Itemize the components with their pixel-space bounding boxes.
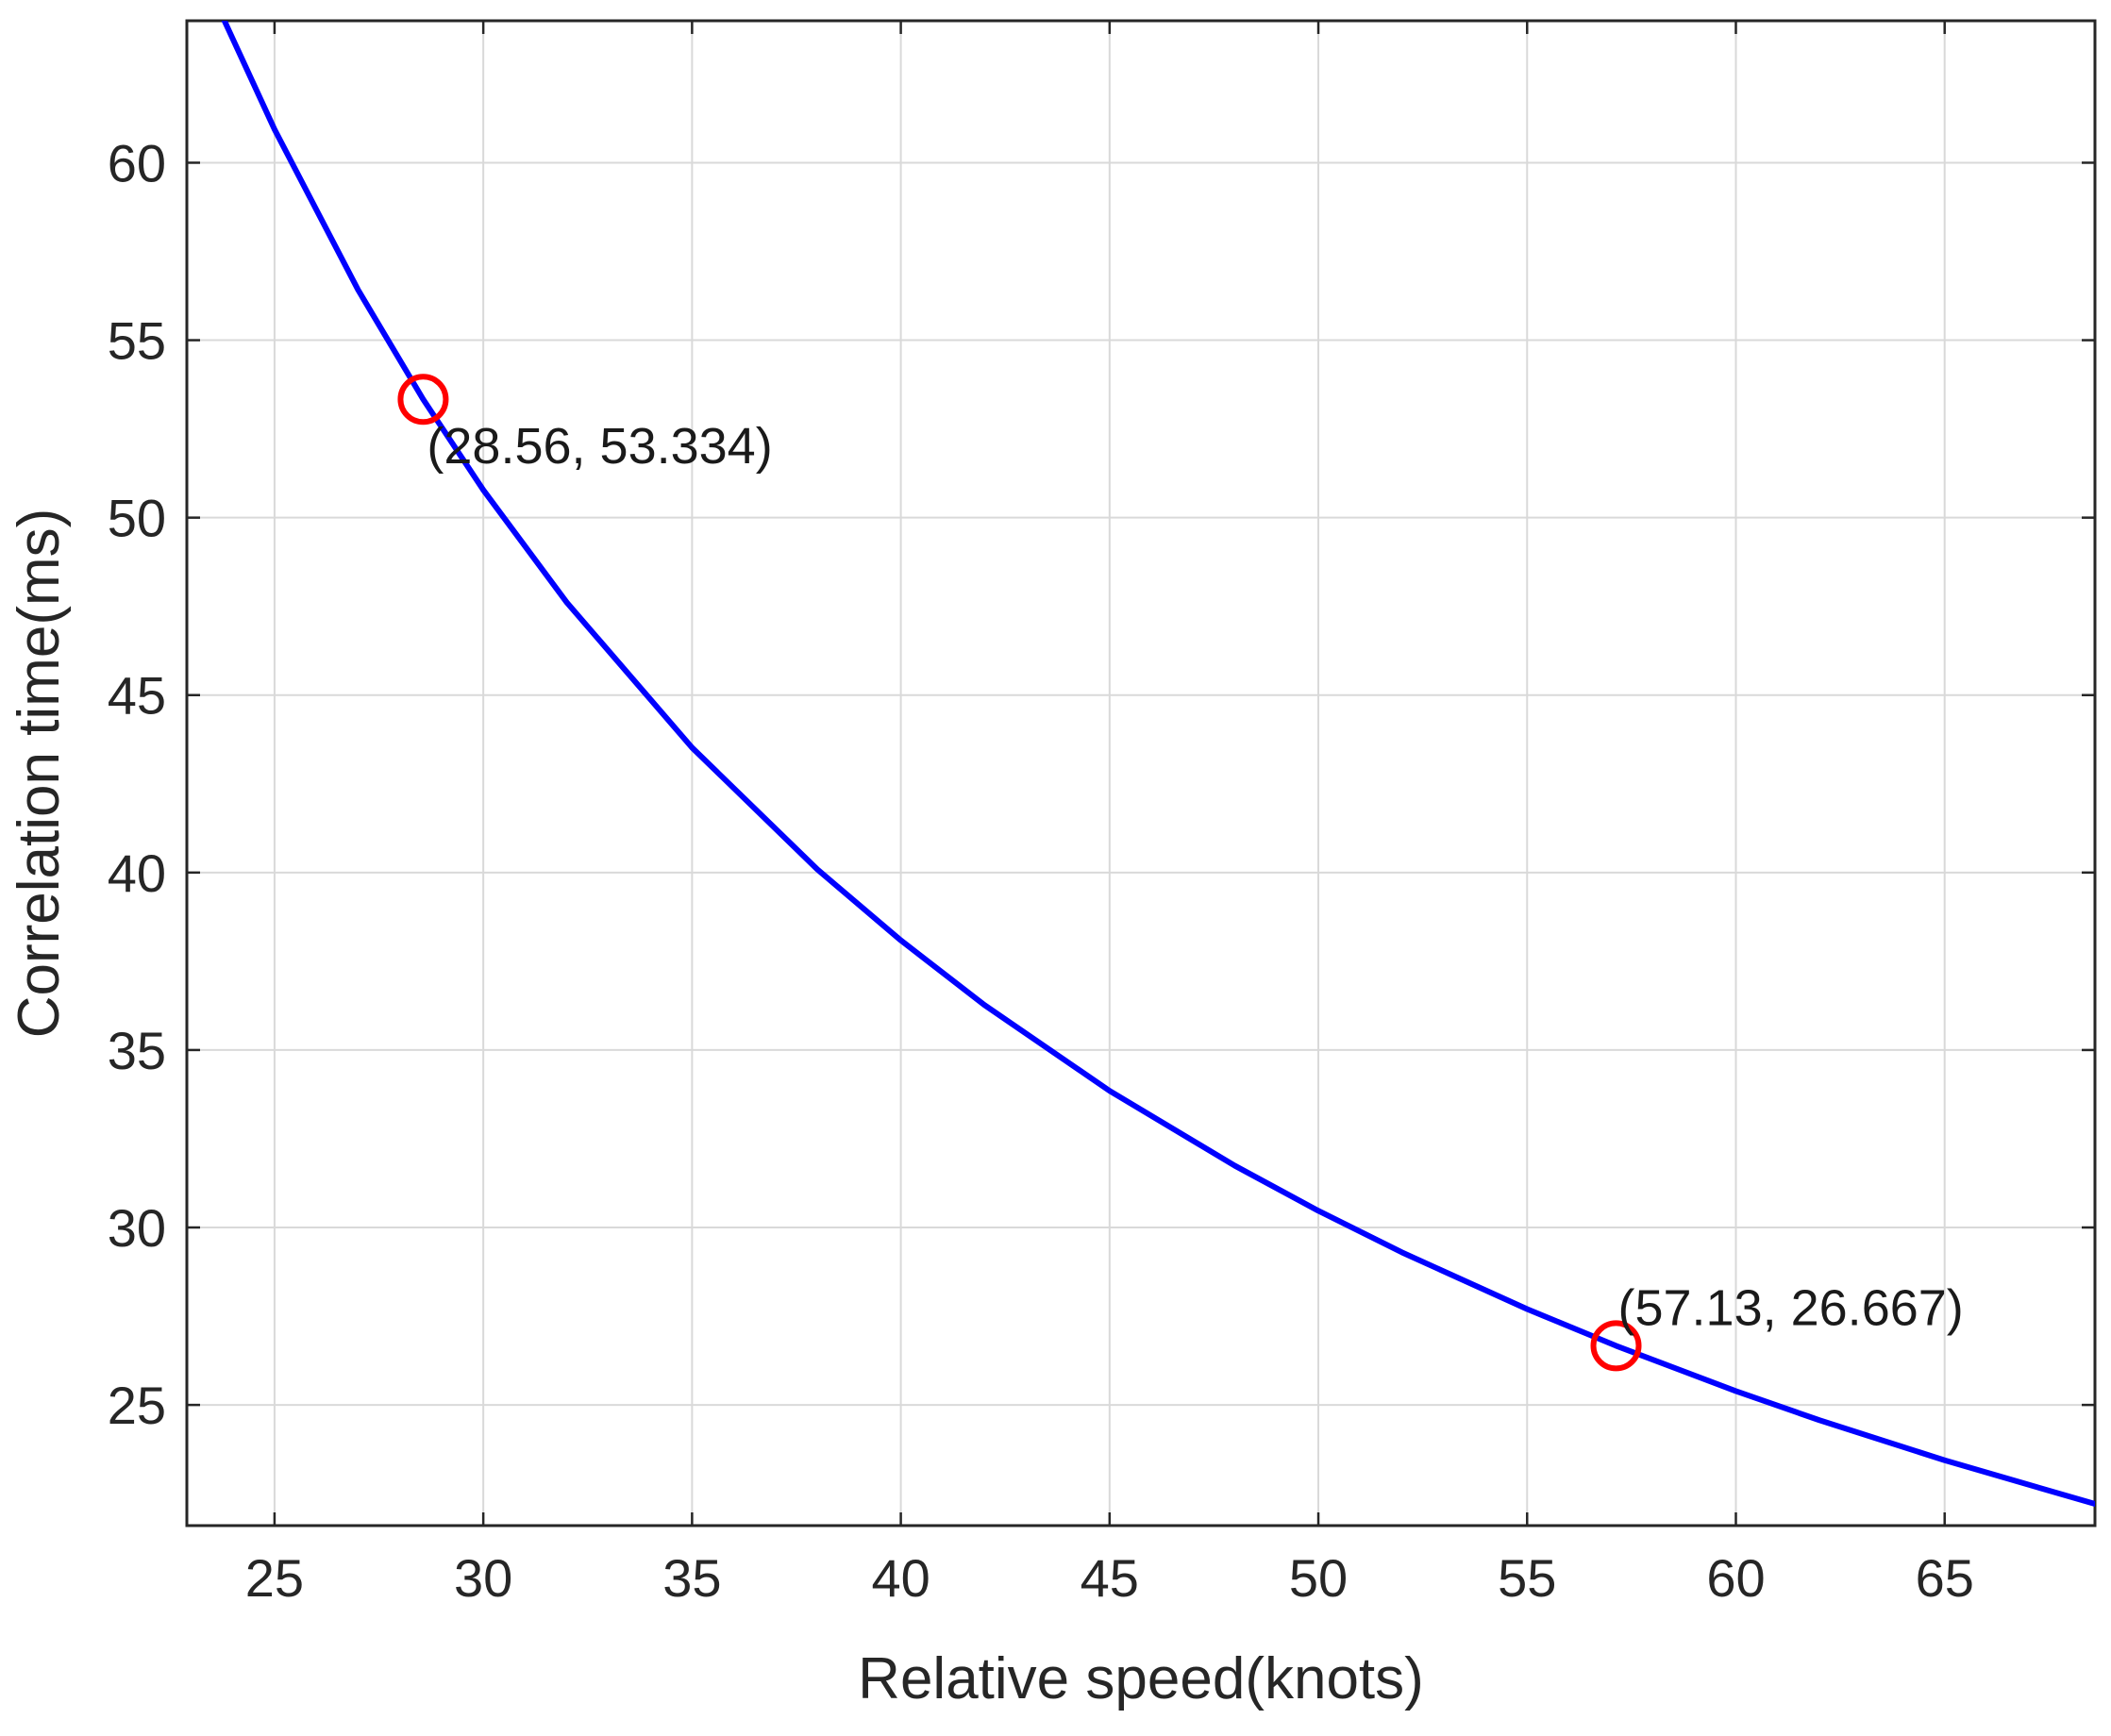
markers: (28.56, 53.334) (57.13, 26.667) [397,374,1964,1372]
x-tick-label: 50 [1289,1548,1348,1608]
x-tick-label: 45 [1081,1548,1139,1608]
y-tick-label: 30 [108,1198,166,1258]
series-line-0 [221,21,2095,1508]
series-lines [221,21,2095,1508]
data-point-label: (57.13, 26.667) [1618,1279,1964,1336]
y-tick-label: 55 [108,311,166,371]
x-tick-label: 60 [1706,1548,1765,1608]
x-tick-label: 25 [245,1548,304,1608]
data-point-marker [397,374,449,426]
x-tick-label: 30 [454,1548,512,1608]
x-tick-label: 40 [871,1548,930,1608]
y-tick-label: 50 [108,489,166,548]
y-tick-label: 25 [108,1376,166,1435]
y-tick-label: 60 [108,133,166,192]
x-axis-label: Relative speed(knots) [858,1646,1424,1711]
x-tick-label: 35 [662,1548,721,1608]
grid [187,21,2095,1526]
y-tick-label: 40 [108,843,166,903]
data-point-marker [1590,1320,1642,1372]
y-tick-label: 35 [108,1021,166,1080]
axis-ticks: 25 30 35 40 45 50 55 60 65 25 30 35 40 45 50 55 60 [108,21,2095,1608]
plot-area-frame [185,19,2097,1527]
x-tick-label: 65 [1916,1548,1974,1608]
y-axis-label: Correlation time(ms) [7,509,72,1039]
x-tick-label: 55 [1498,1548,1556,1608]
data-point-label: (28.56, 53.334) [427,418,772,475]
y-tick-label: 45 [108,666,166,726]
